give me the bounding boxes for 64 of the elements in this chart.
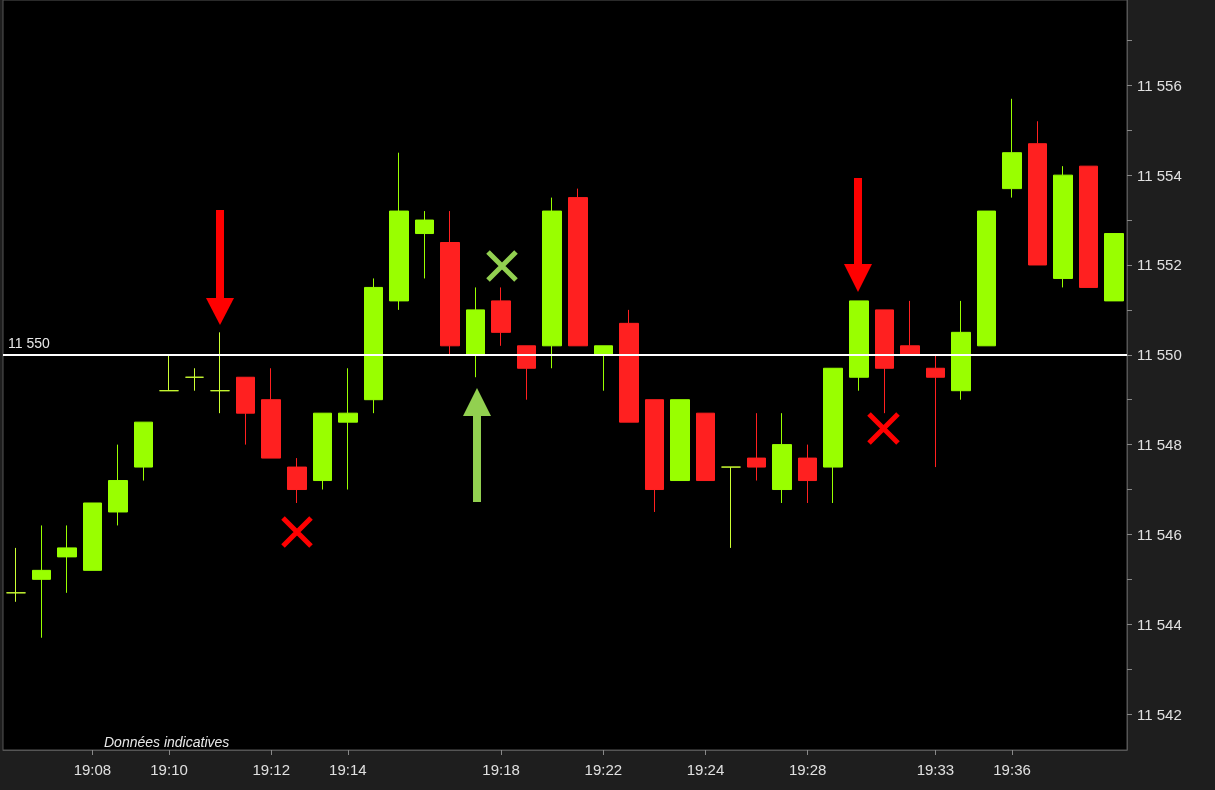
x-tick-label: 19:28	[788, 761, 827, 778]
y-tick-label: 11 554	[1137, 166, 1182, 184]
candlestick	[670, 399, 690, 482]
candlestick	[313, 412, 332, 491]
candlestick	[926, 354, 945, 468]
candlestick	[900, 300, 920, 356]
y-tick-label: 11 542	[1137, 705, 1182, 723]
candlestick	[159, 354, 179, 392]
candlestick	[389, 152, 409, 311]
x-tick-label: 19:12	[252, 761, 290, 778]
candlestick	[440, 210, 460, 356]
x-tick-label: 19:33	[916, 761, 955, 778]
candlestick	[83, 502, 102, 571]
candlestick	[951, 300, 971, 401]
candlestick	[491, 286, 511, 347]
candlestick	[287, 457, 307, 504]
y-tick-label: 11 552	[1137, 256, 1182, 274]
candlestick	[210, 331, 230, 414]
x-tick-label: 19:14	[329, 761, 367, 778]
candlestick	[338, 367, 358, 491]
y-tick-label: 11 546	[1137, 525, 1182, 543]
candlestick	[849, 300, 869, 392]
candlestick	[1053, 165, 1073, 288]
y-tick-label: 11 548	[1137, 436, 1182, 454]
candlestick	[542, 197, 562, 369]
candlestick	[1002, 98, 1022, 199]
candlestick	[6, 547, 26, 603]
candlestick	[645, 399, 664, 513]
candlestick	[568, 188, 588, 347]
candlestick	[466, 286, 485, 378]
candlestick	[823, 367, 843, 504]
x-tick-label: 19:36	[993, 761, 1031, 778]
y-tick-label: 11 556	[1137, 76, 1182, 94]
candlestick	[185, 367, 204, 392]
candlestick	[619, 309, 639, 423]
candlestick	[517, 345, 536, 401]
candlestick	[1028, 120, 1047, 266]
candlestick	[977, 210, 996, 347]
candlestick	[772, 412, 792, 504]
candlestick	[747, 412, 766, 482]
candlestick	[236, 376, 255, 446]
candlestick	[134, 421, 153, 482]
candlestick	[696, 412, 715, 482]
x-tick-label: 19:08	[73, 761, 112, 778]
y-tick-label: 11 550	[1137, 346, 1182, 364]
x-tick-label: 19:22	[584, 761, 623, 778]
candlestick	[57, 524, 77, 594]
candlestick	[594, 345, 613, 392]
candlestick	[1079, 165, 1098, 288]
candlestick	[1104, 233, 1124, 302]
candlestick	[108, 444, 128, 526]
candlestick	[32, 524, 51, 639]
candlestick	[415, 210, 434, 279]
candlestick	[261, 367, 281, 459]
annotation: Données indicatives	[104, 734, 230, 750]
x-tick-label: 19:24	[686, 761, 725, 778]
candlestick	[798, 444, 817, 504]
x-tick-label: 19:10	[150, 761, 188, 778]
candlestick	[875, 309, 894, 414]
candlestick	[721, 466, 741, 549]
x-tick-label: 19:18	[482, 761, 520, 778]
candlestick	[364, 277, 383, 414]
y-tick-label: 11 544	[1137, 615, 1182, 633]
ref-line-label: 11 550	[8, 334, 50, 351]
